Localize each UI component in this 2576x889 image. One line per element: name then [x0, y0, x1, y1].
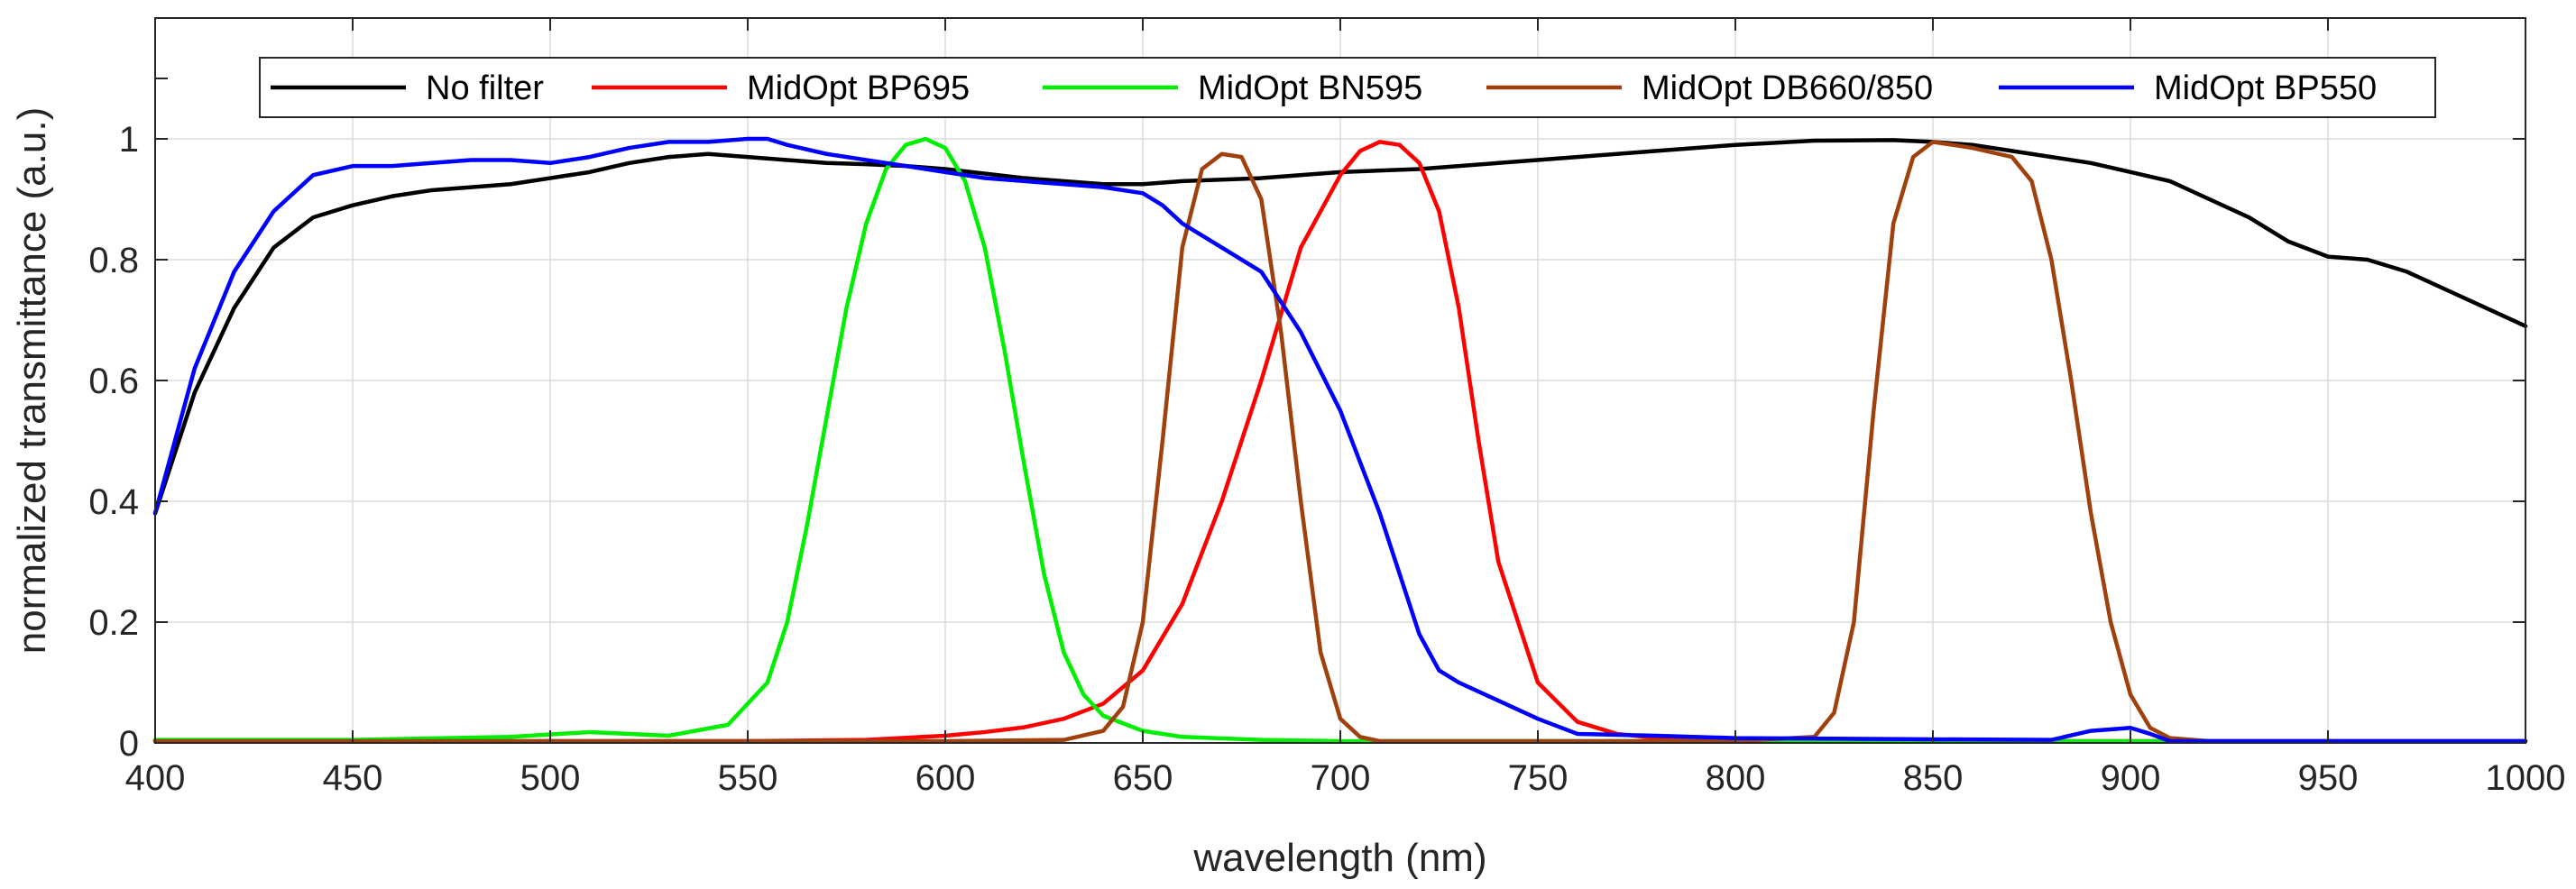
y-tick-label: 0.6 [88, 362, 139, 401]
y-tick-label: 0.8 [88, 241, 139, 280]
legend-label: MidOpt BN595 [1198, 69, 1422, 107]
x-tick-label: 850 [1903, 758, 1964, 798]
series-line-2 [152, 136, 2528, 744]
y-tick-label: 0 [119, 724, 139, 764]
legend-item: MidOpt BN595 [1043, 69, 1422, 107]
x-tick-label: 900 [2101, 758, 2161, 798]
x-tick-label: 500 [520, 758, 581, 798]
axis-ticks: 400 450 500 550 600 650 700 750 800 850 900 950 1000… [88, 18, 2565, 798]
legend-item: MidOpt BP550 [1999, 69, 2377, 107]
x-tick-label: 700 [1311, 758, 1371, 798]
y-tick-label: 1 [119, 120, 139, 160]
x-tick-label: 750 [1508, 758, 1569, 798]
x-tick-label: 600 [915, 758, 976, 798]
legend-item: No filter [271, 69, 544, 107]
legend-label: MidOpt BP695 [747, 69, 970, 107]
legend-item: MidOpt DB660/850 [1486, 69, 1933, 107]
y-axis-label: normalized transmittance (a.u.) [10, 107, 54, 654]
legend-item: MidOpt BP695 [592, 69, 970, 107]
series-line-4 [152, 136, 2528, 744]
x-tick-label: 400 [125, 758, 186, 798]
x-tick-label: 650 [1113, 758, 1173, 798]
x-tick-label: 950 [2298, 758, 2359, 798]
x-axis-label: wavelength (nm) [1192, 836, 1486, 880]
x-tick-label: 450 [323, 758, 383, 798]
legend: No filter MidOpt BP695 MidOpt BN595 MidOpt … [259, 57, 2436, 118]
y-tick-label: 0.4 [88, 482, 139, 522]
legend-label: MidOpt DB660/850 [1642, 69, 1933, 107]
x-tick-label: 550 [718, 758, 778, 798]
legend-label: MidOpt BP550 [2154, 69, 2377, 107]
legend-label: No filter [426, 69, 544, 107]
series-line-1 [152, 140, 2528, 744]
series-line-0 [152, 138, 2528, 516]
y-tick-label: 0.2 [88, 603, 139, 643]
x-tick-label: 800 [1706, 758, 1766, 798]
x-tick-label: 1000 [2486, 758, 2566, 798]
